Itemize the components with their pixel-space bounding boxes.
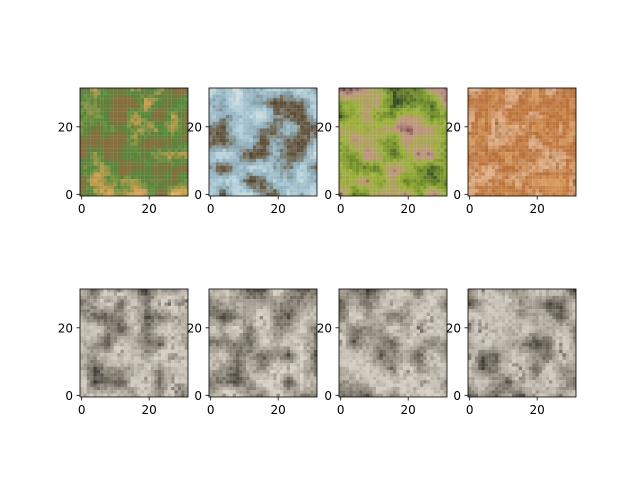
x-tick-label: 0: [466, 403, 474, 417]
panel-image: [209, 289, 318, 398]
y-tick-label: 0: [194, 188, 202, 202]
y-tick-label: 0: [324, 188, 332, 202]
x-tick-label: 0: [337, 403, 345, 417]
y-tick-label: 0: [453, 188, 461, 202]
y-tick-label: 20: [317, 321, 332, 335]
x-tick-label: 20: [271, 202, 286, 216]
x-tick-label: 20: [401, 202, 416, 216]
x-tick-label: 20: [530, 202, 545, 216]
x-tick-label: 0: [466, 202, 474, 216]
panel-image: [80, 289, 189, 398]
x-tick-label: 0: [337, 202, 345, 216]
axes-frame: [467, 288, 577, 398]
y-tick-label: 20: [446, 321, 461, 335]
y-tick-label: 20: [58, 321, 73, 335]
image-panel: 0 20 0 20: [317, 87, 448, 216]
y-tick-label: 20: [187, 120, 202, 134]
y-tick-label: 0: [453, 389, 461, 403]
image-panel: 0 20 0 20: [187, 87, 318, 216]
panel-image: [339, 88, 448, 197]
axes-frame: [467, 87, 577, 197]
y-tick-label: 20: [317, 120, 332, 134]
image-panel: 0 20 0 20: [187, 288, 318, 417]
panel-image: [339, 289, 448, 398]
y-tick-label: 20: [446, 120, 461, 134]
image-panel: 0 20 0 20: [317, 288, 448, 417]
x-tick-label: 0: [78, 403, 86, 417]
image-panel: 0 20 0 20: [446, 288, 577, 417]
panel-image: [209, 88, 318, 197]
y-tick-label: 0: [194, 389, 202, 403]
y-tick-label: 20: [187, 321, 202, 335]
axes-frame: [208, 288, 318, 398]
y-tick-label: 0: [65, 188, 73, 202]
x-tick-label: 20: [401, 403, 416, 417]
axes-frame: [79, 288, 189, 398]
x-tick-label: 20: [142, 202, 157, 216]
axes-frame: [338, 87, 448, 197]
x-tick-label: 20: [271, 403, 286, 417]
x-tick-label: 0: [207, 202, 215, 216]
image-panel: 0 20 0 20: [58, 288, 189, 417]
axes-frame: [79, 87, 189, 197]
panel-image: [468, 289, 577, 398]
panel-image: [80, 88, 189, 197]
panel-image: [468, 88, 577, 197]
image-panel: 0 20 0 20: [58, 87, 189, 216]
x-tick-label: 20: [530, 403, 545, 417]
x-tick-label: 0: [78, 202, 86, 216]
y-tick-label: 0: [324, 389, 332, 403]
x-tick-label: 20: [142, 403, 157, 417]
y-tick-label: 0: [65, 389, 73, 403]
axes-frame: [208, 87, 318, 197]
axes-frame: [338, 288, 448, 398]
x-tick-label: 0: [207, 403, 215, 417]
image-panel: 0 20 0 20: [446, 87, 577, 216]
y-tick-label: 20: [58, 120, 73, 134]
